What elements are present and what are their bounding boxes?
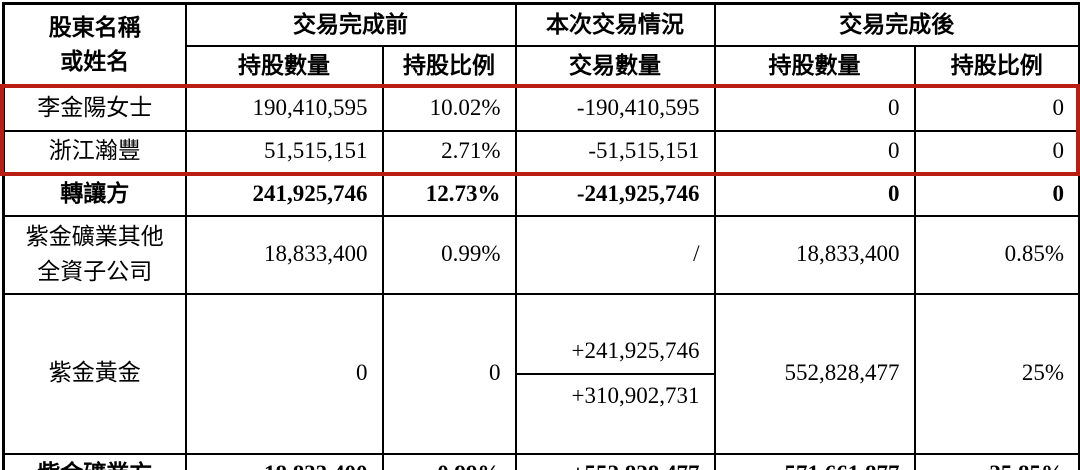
header-ratio-before: 持股比例 <box>381 44 517 88</box>
cell-shareholder-name: 轉讓方 <box>2 171 187 217</box>
cell-after-ratio: 25% <box>913 292 1080 455</box>
cell-shareholder-name: 紫金黃金 <box>2 292 187 455</box>
header-shareholder-name: 股東名稱 或姓名 <box>2 2 187 88</box>
header-ratio-after: 持股比例 <box>913 44 1080 88</box>
cell-transaction-quantity: -241,925,746 <box>514 171 716 217</box>
cell-before-shares: 18,833,400 <box>184 452 384 470</box>
table-row-zijin-other-subsidiaries: 紫金礦業其他 全資子公司 18,833,400 0.99% / 18,833,4… <box>2 214 1080 295</box>
cell-before-ratio: 0.99% <box>381 452 517 470</box>
cell-shareholder-name: 紫金礦業其他 全資子公司 <box>2 214 187 295</box>
cell-before-ratio: 12.73% <box>381 171 517 217</box>
header-group-after-transaction: 交易完成後 <box>713 2 1080 47</box>
header-group-before-transaction: 交易完成前 <box>184 2 517 47</box>
cell-transaction-quantity: -190,410,595 <box>514 85 716 132</box>
table-row-zhejiang-hanfeng: 浙江瀚豐 51,515,151 2.71% -51,515,151 0 0 <box>2 129 1080 174</box>
cell-after-ratio: 0 <box>913 171 1080 217</box>
cell-after-shares: 571,661,877 <box>713 452 916 470</box>
header-shares-before: 持股數量 <box>184 44 384 88</box>
cell-after-shares: 0 <box>713 85 916 132</box>
cell-after-ratio: 0.85% <box>913 214 1080 295</box>
cell-before-shares: 241,925,746 <box>184 171 384 217</box>
header-transaction-quantity: 交易數量 <box>514 44 716 88</box>
cell-before-ratio: 2.71% <box>381 129 517 174</box>
cell-after-shares: 0 <box>713 171 916 217</box>
cell-transaction-quantity-split: +241,925,746 +310,902,731 <box>514 292 716 455</box>
cell-transaction-quantity-part-2: +310,902,731 <box>571 383 700 408</box>
cell-shareholder-name: 浙江瀚豐 <box>2 129 187 174</box>
cell-before-shares: 18,833,400 <box>184 214 384 295</box>
cell-after-shares: 552,828,477 <box>713 292 916 455</box>
cell-before-ratio: 0.99% <box>381 214 517 295</box>
table-row-transferor-subtotal: 轉讓方 241,925,746 12.73% -241,925,746 0 0 <box>2 171 1080 217</box>
table-row-zijin-gold: 紫金黃金 0 0 +241,925,746 +310,902,731 552,8… <box>2 292 1080 455</box>
cell-after-ratio: 25.85% <box>913 452 1080 470</box>
cell-transaction-quantity-part-1: +241,925,746 <box>517 329 713 375</box>
cell-transaction-quantity: -51,515,151 <box>514 129 716 174</box>
cell-shareholder-name: 李金陽女士 <box>2 85 187 132</box>
cell-shareholder-name: 紫金礦業方 <box>2 452 187 470</box>
cell-before-shares: 0 <box>184 292 384 455</box>
cell-before-shares: 190,410,595 <box>184 85 384 132</box>
cell-transaction-quantity: / <box>514 214 716 295</box>
table-row-li-jin-yang: 李金陽女士 190,410,595 10.02% -190,410,595 0 … <box>2 85 1080 132</box>
header-group-this-transaction: 本次交易情況 <box>514 2 716 47</box>
cell-after-shares: 0 <box>713 129 916 174</box>
cell-before-ratio: 10.02% <box>381 85 517 132</box>
cell-before-shares: 51,515,151 <box>184 129 384 174</box>
cell-after-shares: 18,833,400 <box>713 214 916 295</box>
cell-after-ratio: 0 <box>913 129 1080 174</box>
cell-after-ratio: 0 <box>913 85 1080 132</box>
header-shares-after: 持股數量 <box>713 44 916 88</box>
table-row-zijin-mining-side-subtotal: 紫金礦業方 18,833,400 0.99% +552,828,477 571,… <box>2 452 1080 470</box>
cell-before-ratio: 0 <box>381 292 517 455</box>
cell-transaction-quantity: +552,828,477 <box>514 452 716 470</box>
